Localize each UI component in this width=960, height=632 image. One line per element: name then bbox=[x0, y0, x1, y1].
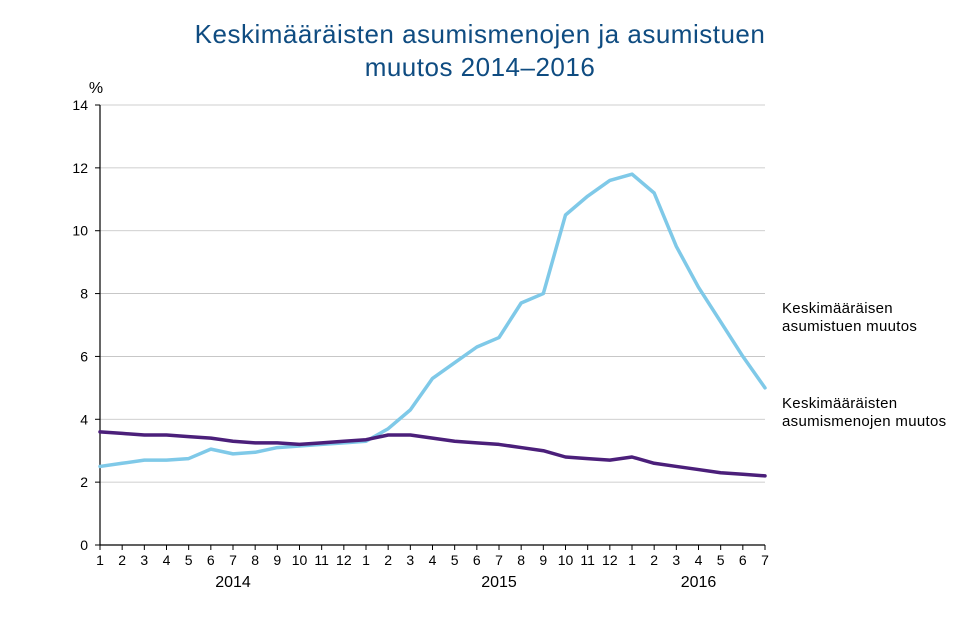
series-label-line: asumismenojen muutos bbox=[782, 413, 946, 430]
x-year-label: 2015 bbox=[481, 574, 517, 591]
x-month-label: 5 bbox=[185, 552, 193, 568]
x-month-label: 1 bbox=[362, 552, 370, 568]
series-line-asumistuki bbox=[100, 174, 765, 466]
chart-container: Keskimääräisten asumismenojen ja asumist… bbox=[0, 0, 960, 632]
series-label-line: Keskimääräisen bbox=[782, 300, 893, 317]
x-month-label: 12 bbox=[602, 552, 618, 568]
y-tick-label: 12 bbox=[72, 160, 88, 176]
x-month-label: 4 bbox=[695, 552, 703, 568]
x-month-label: 7 bbox=[495, 552, 503, 568]
y-tick-labels: 0 2 4 6 8 10 12 14 bbox=[72, 97, 88, 553]
axes bbox=[95, 105, 765, 550]
y-axis-label: % bbox=[89, 80, 103, 97]
x-month-label: 5 bbox=[451, 552, 459, 568]
y-tick-label: 4 bbox=[80, 411, 88, 427]
x-month-label: 9 bbox=[539, 552, 547, 568]
x-month-label: 8 bbox=[517, 552, 525, 568]
x-month-label: 4 bbox=[429, 552, 437, 568]
x-month-label: 3 bbox=[140, 552, 148, 568]
y-tick-label: 14 bbox=[72, 97, 88, 113]
x-year-label: 2014 bbox=[215, 574, 251, 591]
series-label-line: Keskimääräisten bbox=[782, 395, 897, 412]
y-tick-label: 0 bbox=[80, 537, 88, 553]
x-month-label: 1 bbox=[628, 552, 636, 568]
y-tick-label: 2 bbox=[80, 474, 88, 490]
x-month-label: 8 bbox=[251, 552, 259, 568]
x-month-label: 9 bbox=[273, 552, 281, 568]
series-lines bbox=[100, 174, 765, 476]
x-month-label: 2 bbox=[650, 552, 658, 568]
x-month-label: 2 bbox=[118, 552, 126, 568]
series-label-asumismenot: Keskimääräistenasumismenojen muutos bbox=[782, 395, 946, 431]
x-tick-labels: 1234567891011121234567891011121234567 bbox=[96, 552, 769, 568]
series-label-line: asumistuen muutos bbox=[782, 318, 917, 335]
x-month-label: 6 bbox=[739, 552, 747, 568]
x-month-label: 3 bbox=[672, 552, 680, 568]
x-month-label: 7 bbox=[229, 552, 237, 568]
x-month-label: 7 bbox=[761, 552, 769, 568]
x-month-label: 5 bbox=[717, 552, 725, 568]
x-month-label: 11 bbox=[314, 552, 329, 568]
x-month-label: 6 bbox=[207, 552, 215, 568]
y-tick-label: 10 bbox=[72, 223, 88, 239]
series-label-asumistuki: Keskimääräisenasumistuen muutos bbox=[782, 300, 917, 336]
x-month-label: 4 bbox=[163, 552, 171, 568]
x-month-label: 12 bbox=[336, 552, 352, 568]
y-tick-label: 8 bbox=[80, 286, 88, 302]
x-month-label: 11 bbox=[580, 552, 595, 568]
x-year-labels: 2014 2015 2016 bbox=[215, 574, 716, 591]
x-month-label: 6 bbox=[473, 552, 481, 568]
x-month-label: 2 bbox=[384, 552, 392, 568]
y-tick-label: 6 bbox=[80, 348, 88, 364]
x-month-label: 3 bbox=[406, 552, 414, 568]
x-month-label: 10 bbox=[292, 552, 308, 568]
x-month-label: 10 bbox=[558, 552, 574, 568]
x-month-label: 1 bbox=[96, 552, 104, 568]
gridlines bbox=[100, 105, 765, 482]
x-year-label: 2016 bbox=[681, 574, 717, 591]
